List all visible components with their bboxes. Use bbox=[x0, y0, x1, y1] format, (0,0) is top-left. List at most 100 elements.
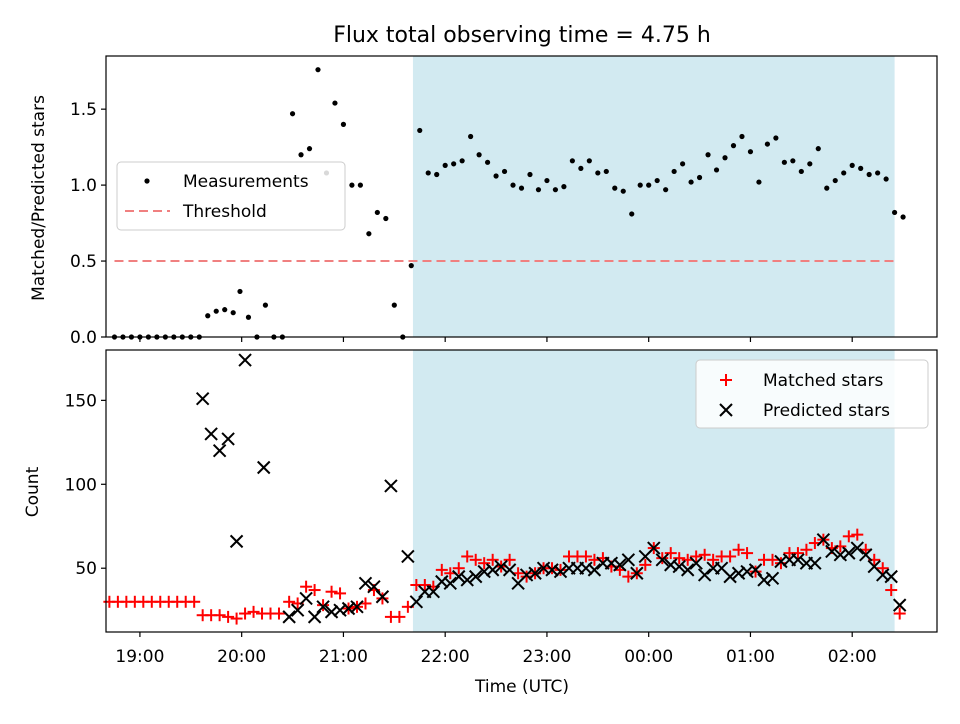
ratio-y-ticks: 0.0 0.5 1.0 1.5 bbox=[70, 100, 106, 348]
matched-star-point bbox=[393, 610, 406, 623]
predicted-star-point bbox=[748, 563, 763, 577]
predicted-star-point bbox=[621, 553, 636, 567]
matched-star-point bbox=[486, 553, 499, 566]
matched-star-point bbox=[664, 547, 677, 560]
matched-star-point bbox=[239, 607, 252, 620]
measurement-point bbox=[535, 187, 542, 193]
predicted-star-point bbox=[655, 553, 669, 567]
measurement-point bbox=[586, 158, 592, 164]
ratio-y-axis-label: Matched/Predicted stars bbox=[29, 95, 49, 301]
count-y-tick-label: 150 bbox=[65, 391, 97, 411]
measurement-point bbox=[468, 133, 474, 140]
measurement-point bbox=[425, 170, 431, 176]
matched-star-point bbox=[230, 612, 243, 625]
predicted-star-point bbox=[229, 534, 244, 549]
measurement-point bbox=[298, 152, 304, 158]
predicted-star-point bbox=[375, 590, 390, 604]
measurement-point bbox=[561, 184, 567, 190]
measurement-point bbox=[230, 310, 236, 316]
matched-star-point bbox=[579, 550, 592, 563]
ratio-x-ticks bbox=[139, 337, 853, 342]
matched-star-point bbox=[876, 562, 889, 575]
predicted-star-point bbox=[409, 595, 424, 609]
measurement-point bbox=[205, 313, 211, 319]
measurement-point bbox=[858, 165, 864, 171]
predicted-star-point bbox=[765, 571, 780, 585]
predicted-star-point bbox=[494, 559, 508, 574]
predicted-star-point bbox=[528, 566, 542, 580]
measurement-point bbox=[663, 187, 669, 193]
matched-star-point bbox=[213, 609, 226, 622]
measurement-point bbox=[824, 185, 830, 191]
measurement-point bbox=[680, 161, 686, 167]
predicted-star-point bbox=[238, 353, 252, 367]
predicted-star-point bbox=[350, 600, 364, 614]
matched-star-point bbox=[317, 599, 330, 612]
predicted-star-point bbox=[282, 610, 296, 624]
measurement-point bbox=[883, 176, 889, 182]
measurement-point bbox=[262, 302, 269, 308]
predicted-star-point bbox=[452, 569, 466, 584]
matched-star-point bbox=[707, 553, 720, 566]
predicted-star-point bbox=[613, 558, 627, 572]
measurement-point bbox=[569, 158, 575, 164]
predicted-star-point bbox=[443, 576, 457, 591]
measurement-point bbox=[892, 209, 898, 216]
predicted-star-point bbox=[502, 563, 517, 577]
predicted-star-point bbox=[257, 460, 271, 475]
x-axis-label: Time (UTC) bbox=[474, 677, 569, 697]
measurement-point bbox=[442, 162, 448, 168]
matched-star-point bbox=[791, 547, 804, 560]
legend-threshold-label: Threshold bbox=[182, 202, 267, 222]
measurement-point bbox=[484, 159, 491, 165]
measurement-point bbox=[798, 168, 804, 175]
measurement-point bbox=[417, 127, 423, 134]
measurement-point bbox=[510, 182, 516, 188]
measurement-point bbox=[773, 135, 779, 141]
predicted-star-point bbox=[358, 576, 373, 591]
measurement-point bbox=[713, 167, 720, 173]
measurement-point bbox=[764, 141, 771, 147]
predicted-star-point bbox=[816, 532, 831, 547]
legend-measurements-marker bbox=[144, 178, 150, 184]
measurement-point bbox=[245, 314, 252, 320]
measurement-point bbox=[730, 143, 737, 149]
legend-matched-label: Matched stars bbox=[763, 371, 883, 391]
count-x-tick-label: 01:00 bbox=[726, 647, 775, 667]
measurement-point bbox=[705, 152, 711, 158]
measurement-point bbox=[383, 215, 389, 222]
matched-star-point bbox=[334, 587, 347, 600]
measurement-point bbox=[578, 165, 584, 171]
measurement-point bbox=[459, 158, 465, 164]
predicted-star-point bbox=[647, 541, 661, 555]
legend-measurements-label: Measurements bbox=[183, 172, 309, 192]
measurement-point bbox=[237, 288, 243, 295]
predicted-star-point bbox=[850, 541, 864, 555]
measurement-point bbox=[493, 173, 499, 179]
predicted-star-point bbox=[195, 391, 210, 406]
measurement-point bbox=[357, 182, 363, 188]
measurement-point bbox=[832, 177, 838, 184]
measurement-point bbox=[501, 168, 508, 175]
measurement-point bbox=[595, 170, 601, 176]
predicted-star-point bbox=[307, 610, 322, 624]
matched-star-point bbox=[435, 563, 448, 576]
matched-star-point bbox=[308, 584, 321, 597]
count-legend: Matched stars Predicted stars bbox=[695, 359, 929, 429]
matched-star-point bbox=[503, 553, 516, 566]
matched-star-point bbox=[554, 563, 567, 576]
ratio-y-tick-label: 0.0 bbox=[70, 328, 97, 348]
predicted-star-point bbox=[212, 444, 227, 458]
count-x-ticks: 19:00 20:00 21:00 22:00 23:00 00:00 01:00 02:00 bbox=[115, 632, 877, 667]
measurement-point bbox=[781, 159, 787, 165]
measurement-point bbox=[289, 111, 296, 117]
measurement-point bbox=[434, 171, 440, 178]
measurement-point bbox=[900, 214, 906, 220]
matched-star-point bbox=[188, 595, 201, 608]
matched-star-point bbox=[885, 584, 898, 597]
predicted-star-point bbox=[859, 548, 873, 562]
measurement-point bbox=[815, 146, 821, 152]
predicted-stars-points bbox=[195, 353, 907, 624]
matched-star-point bbox=[724, 550, 737, 563]
predicted-star-point bbox=[808, 556, 822, 570]
